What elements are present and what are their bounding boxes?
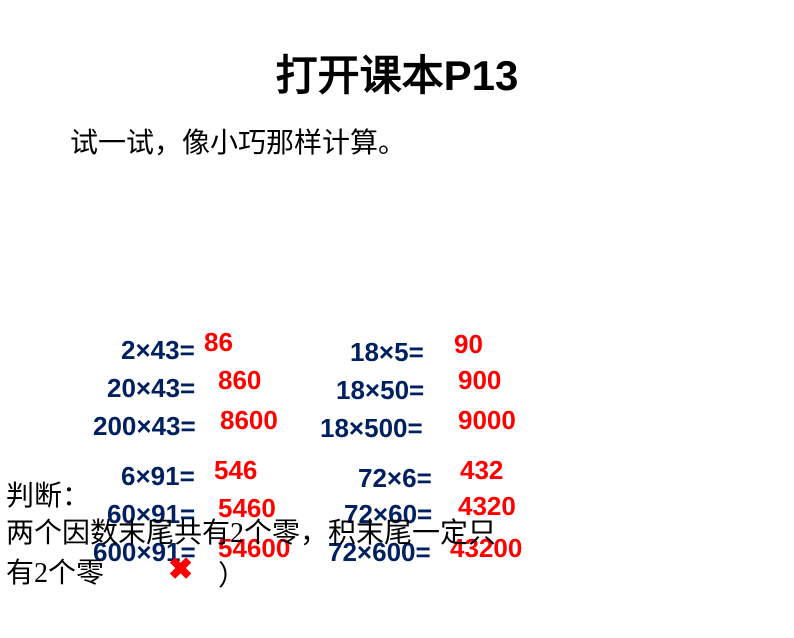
slide-subtitle: 试一试，像小巧那样计算。 bbox=[70, 121, 794, 161]
judge-line-2a: 有2个零 bbox=[6, 554, 104, 593]
equation-text: 6×91= bbox=[121, 461, 195, 492]
equation-text: 2×43= bbox=[121, 335, 195, 366]
equation-text: 200×43= bbox=[93, 411, 196, 442]
equation-text: 18×50= bbox=[336, 375, 424, 406]
slide-title: 打开课本P13 bbox=[0, 42, 794, 103]
judge-line-1: 两个因数末尾共有2个零，积末尾一定只 bbox=[6, 514, 496, 553]
answer-text: 546 bbox=[214, 455, 257, 486]
answer-text: 900 bbox=[458, 365, 501, 396]
equation-text: 20×43= bbox=[107, 373, 195, 404]
answer-text: 9000 bbox=[458, 405, 516, 436]
answer-text: 90 bbox=[454, 329, 483, 360]
equation-text: 18×500= bbox=[320, 413, 423, 444]
equation-text: 72×6= bbox=[358, 463, 432, 494]
answer-text: 432 bbox=[460, 455, 503, 486]
answer-text: 8600 bbox=[220, 405, 278, 436]
cross-icon: ✖ bbox=[168, 552, 193, 587]
answer-text: 86 bbox=[204, 327, 233, 358]
equation-text: 18×5= bbox=[350, 337, 424, 368]
paren-close: ） bbox=[218, 554, 246, 594]
answer-text: 860 bbox=[218, 365, 261, 396]
judge-label: 判断： bbox=[6, 474, 90, 514]
